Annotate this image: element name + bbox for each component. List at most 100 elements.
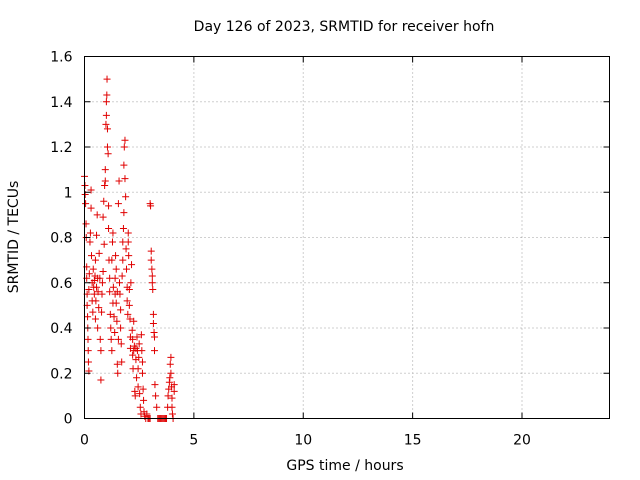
data-point (111, 274, 119, 282)
data-point (124, 310, 132, 318)
data-point (98, 290, 106, 298)
plot-frame (84, 56, 610, 419)
data-point (118, 358, 126, 366)
data-point (120, 209, 128, 217)
x-tick-label: 10 (294, 433, 312, 449)
data-point (91, 256, 99, 264)
data-point (120, 143, 128, 151)
data-point (149, 286, 157, 294)
data-point (138, 369, 146, 377)
data-point (103, 143, 111, 151)
data-point (128, 326, 136, 334)
data-point (113, 317, 121, 325)
data-point (107, 335, 115, 343)
data-point (117, 324, 125, 332)
y-tick-label: 0.2 (50, 366, 72, 382)
data-point (138, 358, 146, 366)
data-point (143, 410, 151, 418)
data-point (97, 347, 105, 355)
data-point (147, 247, 155, 255)
y-tick-label: 0.6 (50, 276, 72, 292)
data-point (116, 279, 123, 287)
data-point (113, 360, 121, 368)
data-point (140, 396, 148, 404)
data-point (94, 288, 102, 296)
data-point (120, 161, 128, 169)
data-point (168, 394, 176, 402)
data-point (97, 376, 105, 384)
data-point (93, 283, 101, 291)
data-point (112, 252, 120, 260)
data-point (118, 272, 126, 280)
ticks-layer: 0 5 10 15 20 0 0.2 0.4 0.6 0.8 1 1.2 1.4 1.6 (50, 50, 610, 449)
data-point (101, 166, 109, 174)
data-point (122, 245, 130, 253)
data-point (131, 392, 139, 400)
y-axis-title: SRMTID / TECUs (6, 181, 22, 294)
x-tick-label: 0 (80, 433, 89, 449)
data-point (89, 265, 97, 273)
data-point (136, 390, 144, 398)
x-axis-title: GPS time / hours (286, 458, 403, 474)
data-point (130, 317, 138, 325)
data-point (148, 279, 156, 287)
data-point (112, 299, 120, 307)
data-point (148, 272, 156, 280)
data-point (128, 261, 136, 269)
data-point (152, 392, 160, 400)
data-point (139, 385, 147, 393)
data-point (126, 315, 134, 323)
data-point (167, 369, 175, 377)
data-point (87, 186, 95, 194)
data-point (90, 290, 98, 298)
data-point (115, 177, 123, 185)
data-point (87, 204, 95, 212)
x-tick-label: 15 (404, 433, 422, 449)
data-point (149, 319, 157, 327)
data-point (114, 369, 122, 377)
data-point (91, 315, 99, 323)
data-point (84, 347, 92, 355)
grid-layer (84, 56, 610, 419)
data-point (133, 374, 141, 382)
data-point (125, 301, 133, 309)
data-point (101, 177, 109, 185)
data-point (170, 387, 178, 395)
data-point (101, 181, 109, 189)
data-point (134, 365, 142, 373)
data-point (82, 220, 90, 228)
data-point (86, 238, 94, 246)
data-point (89, 308, 97, 316)
data-point (109, 283, 117, 291)
data-point (105, 224, 113, 232)
data-point (124, 238, 132, 246)
data-point (99, 267, 107, 275)
data-point (112, 265, 120, 273)
data-point (82, 200, 90, 208)
data-point (125, 286, 133, 294)
x-tick-label: 5 (189, 433, 198, 449)
y-tick-label: 1.2 (50, 140, 72, 156)
data-point (99, 213, 107, 221)
data-point (102, 98, 110, 106)
data-point (137, 331, 145, 339)
points-layer (81, 75, 178, 422)
data-point (153, 403, 161, 411)
data-point (106, 310, 114, 318)
data-point (102, 111, 110, 119)
y-tick-label: 0 (64, 412, 73, 428)
data-point (103, 75, 111, 83)
data-point (119, 224, 127, 232)
data-point (100, 240, 108, 248)
data-point (168, 410, 176, 418)
y-tick-label: 1 (64, 185, 73, 201)
data-point (123, 297, 131, 305)
data-point (103, 91, 111, 99)
data-point (116, 290, 124, 298)
data-point (84, 335, 92, 343)
data-point (88, 252, 95, 260)
data-point (95, 304, 103, 312)
data-point (151, 333, 158, 341)
y-tick-label: 0.4 (50, 321, 72, 337)
